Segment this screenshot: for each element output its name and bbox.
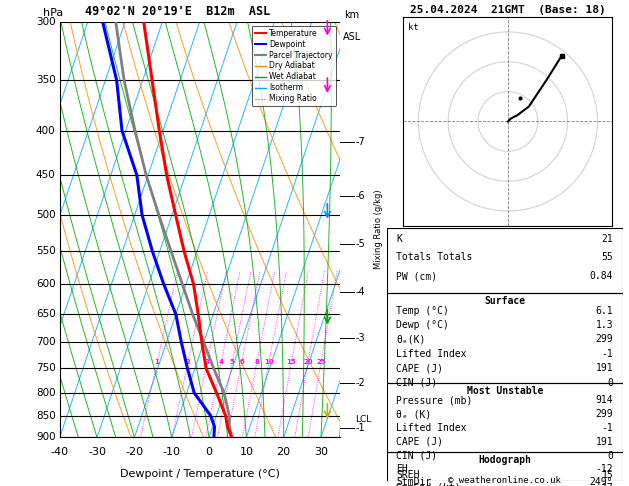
Text: PW (cm): PW (cm) bbox=[396, 272, 437, 281]
Text: CAPE (J): CAPE (J) bbox=[396, 437, 443, 447]
Text: 21: 21 bbox=[601, 234, 613, 243]
Text: 0: 0 bbox=[608, 378, 613, 387]
Text: 5: 5 bbox=[230, 359, 235, 365]
Text: -12: -12 bbox=[596, 464, 613, 473]
Text: 3: 3 bbox=[204, 359, 209, 365]
Text: 350: 350 bbox=[36, 75, 55, 85]
Text: © weatheronline.co.uk: © weatheronline.co.uk bbox=[448, 476, 561, 485]
Text: Totals Totals: Totals Totals bbox=[396, 253, 472, 262]
Text: -5: -5 bbox=[355, 239, 365, 249]
Text: 15: 15 bbox=[601, 470, 613, 480]
Text: 0: 0 bbox=[206, 447, 213, 456]
Text: 914: 914 bbox=[596, 395, 613, 405]
Text: 800: 800 bbox=[36, 388, 55, 398]
Text: -1: -1 bbox=[601, 423, 613, 433]
Text: Mixing Ratio (g/kg): Mixing Ratio (g/kg) bbox=[374, 190, 383, 269]
Text: EH: EH bbox=[396, 464, 408, 473]
Text: -20: -20 bbox=[125, 447, 143, 456]
Text: 1.3: 1.3 bbox=[596, 320, 613, 330]
Text: 1: 1 bbox=[155, 359, 160, 365]
Text: 20: 20 bbox=[277, 447, 291, 456]
Text: ASL: ASL bbox=[343, 32, 361, 42]
Text: 249°: 249° bbox=[590, 477, 613, 486]
Text: Most Unstable: Most Unstable bbox=[467, 385, 543, 396]
Text: CIN (J): CIN (J) bbox=[396, 451, 437, 461]
Text: θₑ (K): θₑ (K) bbox=[396, 409, 431, 419]
Text: 500: 500 bbox=[36, 210, 55, 220]
Text: 49°02'N 20°19'E  B12m  ASL: 49°02'N 20°19'E B12m ASL bbox=[85, 5, 270, 17]
Text: 650: 650 bbox=[36, 309, 55, 319]
Text: -1: -1 bbox=[601, 349, 613, 359]
Text: CAPE (J): CAPE (J) bbox=[396, 363, 443, 373]
Legend: Temperature, Dewpoint, Parcel Trajectory, Dry Adiabat, Wet Adiabat, Isotherm, Mi: Temperature, Dewpoint, Parcel Trajectory… bbox=[252, 26, 336, 106]
Text: 10: 10 bbox=[264, 359, 274, 365]
Text: 6.1: 6.1 bbox=[596, 306, 613, 315]
Text: Hodograph: Hodograph bbox=[478, 455, 532, 465]
Text: 600: 600 bbox=[36, 279, 55, 289]
Text: -3: -3 bbox=[355, 333, 365, 343]
Text: 550: 550 bbox=[36, 246, 55, 256]
Text: -40: -40 bbox=[51, 447, 69, 456]
Text: -30: -30 bbox=[88, 447, 106, 456]
Text: 0: 0 bbox=[608, 451, 613, 461]
Text: K: K bbox=[396, 234, 402, 243]
Text: 750: 750 bbox=[36, 364, 55, 373]
Text: 900: 900 bbox=[36, 433, 55, 442]
Text: Lifted Index: Lifted Index bbox=[396, 349, 467, 359]
Text: 10: 10 bbox=[240, 447, 253, 456]
Text: -10: -10 bbox=[163, 447, 181, 456]
Text: -4: -4 bbox=[355, 287, 365, 296]
Text: 450: 450 bbox=[36, 170, 55, 180]
Text: 25: 25 bbox=[316, 359, 326, 365]
Text: Temp (°C): Temp (°C) bbox=[396, 306, 449, 315]
Text: 25.04.2024  21GMT  (Base: 18): 25.04.2024 21GMT (Base: 18) bbox=[410, 4, 606, 15]
Text: km: km bbox=[344, 10, 360, 20]
Text: 2: 2 bbox=[186, 359, 191, 365]
Text: Dewpoint / Temperature (°C): Dewpoint / Temperature (°C) bbox=[120, 469, 280, 479]
Text: 299: 299 bbox=[596, 334, 613, 345]
Text: -6: -6 bbox=[355, 191, 365, 201]
Text: 300: 300 bbox=[36, 17, 55, 27]
Text: StmSpd (kt): StmSpd (kt) bbox=[396, 483, 461, 486]
Text: CIN (J): CIN (J) bbox=[396, 378, 437, 387]
Text: 15: 15 bbox=[287, 359, 296, 365]
Text: 20: 20 bbox=[303, 359, 313, 365]
Text: θₑ(K): θₑ(K) bbox=[396, 334, 426, 345]
Text: -7: -7 bbox=[355, 137, 365, 147]
Text: 6: 6 bbox=[240, 359, 244, 365]
Text: -1: -1 bbox=[355, 423, 365, 433]
Text: Lifted Index: Lifted Index bbox=[396, 423, 467, 433]
Text: 4: 4 bbox=[219, 359, 224, 365]
Text: -2: -2 bbox=[355, 378, 365, 388]
Text: 17: 17 bbox=[601, 483, 613, 486]
Text: 850: 850 bbox=[36, 411, 55, 421]
Text: Dewp (°C): Dewp (°C) bbox=[396, 320, 449, 330]
Text: 0.84: 0.84 bbox=[590, 272, 613, 281]
Text: kt: kt bbox=[408, 23, 418, 32]
Text: 700: 700 bbox=[36, 337, 55, 347]
Text: 400: 400 bbox=[36, 126, 55, 136]
Text: StmDir: StmDir bbox=[396, 477, 431, 486]
Text: Surface: Surface bbox=[484, 296, 525, 306]
Text: 55: 55 bbox=[601, 253, 613, 262]
Text: SREH: SREH bbox=[396, 470, 420, 480]
Text: 299: 299 bbox=[596, 409, 613, 419]
Text: hPa: hPa bbox=[43, 8, 63, 17]
Text: 191: 191 bbox=[596, 437, 613, 447]
Text: 30: 30 bbox=[314, 447, 328, 456]
Text: Pressure (mb): Pressure (mb) bbox=[396, 395, 472, 405]
Text: 191: 191 bbox=[596, 363, 613, 373]
Text: 8: 8 bbox=[254, 359, 259, 365]
Text: LCL: LCL bbox=[355, 415, 372, 424]
